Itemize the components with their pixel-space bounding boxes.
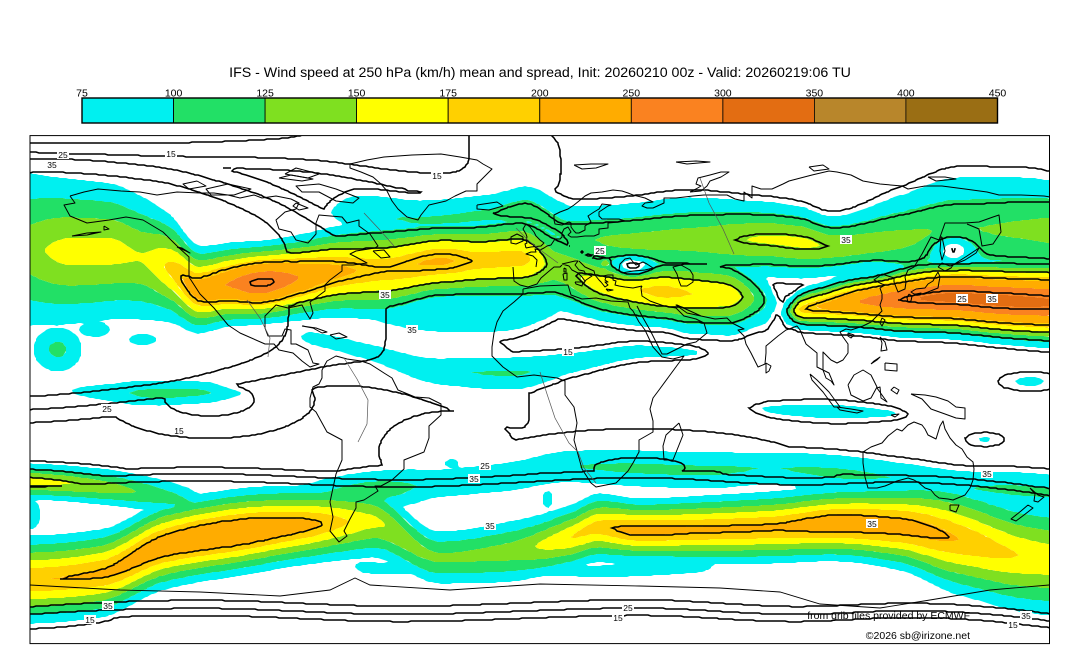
svg-text:35: 35 <box>47 160 57 170</box>
svg-text:35: 35 <box>841 235 851 245</box>
svg-text:25: 25 <box>957 294 967 304</box>
svg-text:175: 175 <box>439 88 457 100</box>
svg-text:15: 15 <box>613 613 623 623</box>
svg-text:35: 35 <box>867 519 877 529</box>
svg-text:from grib files provided by EC: from grib files provided by ECMWF <box>807 610 970 622</box>
svg-text:250: 250 <box>623 88 641 100</box>
svg-text:35: 35 <box>469 474 479 484</box>
svg-text:35: 35 <box>485 521 495 531</box>
svg-text:35: 35 <box>103 601 113 611</box>
svg-text:15: 15 <box>85 615 95 625</box>
svg-text:35: 35 <box>407 325 417 335</box>
svg-text:100: 100 <box>165 88 183 100</box>
svg-text:125: 125 <box>256 88 274 100</box>
svg-text:75: 75 <box>76 88 88 100</box>
svg-text:15: 15 <box>432 171 442 181</box>
svg-text:15: 15 <box>174 426 184 436</box>
svg-text:35: 35 <box>982 469 992 479</box>
svg-text:IFS - Wind speed at 250 hPa (k: IFS - Wind speed at 250 hPa (km/h) mean … <box>229 65 851 81</box>
svg-text:25: 25 <box>623 603 633 613</box>
svg-text:350: 350 <box>806 88 824 100</box>
svg-text:15: 15 <box>563 347 573 357</box>
svg-text:25: 25 <box>480 461 490 471</box>
svg-text:400: 400 <box>897 88 915 100</box>
svg-text:300: 300 <box>714 88 732 100</box>
svg-text:25: 25 <box>102 404 112 414</box>
svg-text:200: 200 <box>531 88 549 100</box>
svg-text:35: 35 <box>380 290 390 300</box>
svg-text:450: 450 <box>989 88 1007 100</box>
svg-text:©2026 sb@irizone.net: ©2026 sb@irizone.net <box>866 630 970 642</box>
svg-text:15: 15 <box>166 149 176 159</box>
svg-text:25: 25 <box>58 150 68 160</box>
svg-text:35: 35 <box>987 294 997 304</box>
svg-text:150: 150 <box>348 88 366 100</box>
svg-text:25: 25 <box>595 246 605 256</box>
svg-text:35: 35 <box>1021 611 1031 621</box>
svg-text:15: 15 <box>1008 620 1018 630</box>
